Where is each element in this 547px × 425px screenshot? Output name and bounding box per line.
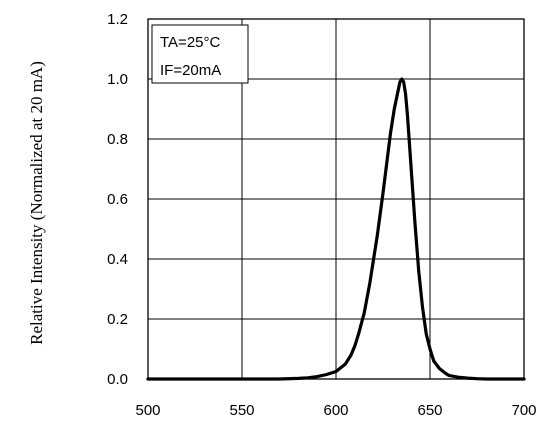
- annotation-current: IF=20mA: [160, 62, 221, 79]
- x-tick-label: 500: [135, 402, 160, 419]
- y-tick-label: 1.2: [107, 11, 128, 28]
- y-tick-label: 0.4: [107, 251, 128, 268]
- y-tick-label: 0.0: [107, 371, 128, 388]
- y-tick-label: 0.2: [107, 311, 128, 328]
- x-tick-labels: 500 550 600 650 700: [135, 402, 536, 419]
- x-tick-label: 600: [323, 402, 348, 419]
- y-tick-label: 1.0: [107, 71, 128, 88]
- annotation-temperature: TA=25°C: [160, 34, 220, 51]
- x-tick-label: 650: [417, 402, 442, 419]
- y-axis-label: Relative Intensity (Normalized at 20 mA): [27, 61, 46, 345]
- annotation-box: TA=25°C IF=20mA: [151, 24, 249, 84]
- annotation-border: [151, 24, 249, 84]
- y-tick-label: 0.6: [107, 191, 128, 208]
- plot-frame: [147, 18, 525, 380]
- x-tick-label: 700: [511, 402, 536, 419]
- y-tick-label: 0.8: [107, 131, 128, 148]
- intensity-curve: [146, 77, 526, 381]
- horizontal-gridlines: [148, 78, 524, 320]
- y-tick-labels: 0.0 0.2 0.4 0.6 0.8 1.0 1.2: [107, 11, 128, 388]
- x-tick-label: 550: [229, 402, 254, 419]
